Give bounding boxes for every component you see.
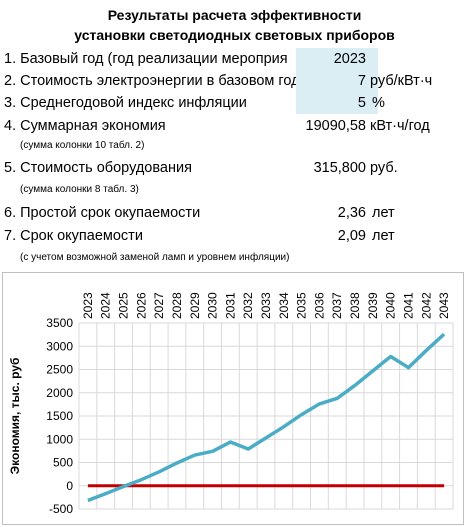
inflation-unit: % [372, 95, 385, 111]
row-label: 2. Стоимость электроэнергии в базовом го… [4, 73, 296, 89]
page-title-line1: Результаты расчета эффективности [107, 7, 362, 23]
x-tick-label: 2039 [366, 292, 380, 319]
row-total-savings: 4. Суммарная экономия 19090,58 кВт·ч/год [0, 115, 469, 137]
x-tick-label: 2038 [348, 292, 362, 319]
chart-series [87, 332, 446, 503]
x-tick-label: 2040 [384, 292, 398, 319]
x-tick-label: 2033 [259, 292, 273, 319]
x-tick-label: 2035 [295, 292, 309, 319]
y-tick-label: 3000 [46, 339, 73, 353]
row-payback: 7. Срок окупаемости 2,09 лет [0, 225, 469, 247]
y-axis-ticks: -500 0 500 1000 1500 2000 2500 3000 3500 [46, 316, 73, 516]
x-tick-label: 2030 [206, 292, 220, 319]
inflation-value[interactable]: 5 [357, 95, 366, 111]
savings-chart[interactable]: -500 0 500 1000 1500 2000 2500 3000 3500 2023 202… [2, 272, 464, 525]
payback-unit: лет [372, 228, 395, 244]
chart-gridlines [78, 322, 454, 510]
x-tick-label: 2031 [223, 292, 237, 319]
simple-payback-value: 2,36 [337, 205, 366, 221]
note-savings-source: (сумма колонки 10 табл. 2) [20, 140, 145, 151]
note-payback-conditions: (с учетом возможной заменой ламп и уровн… [20, 252, 290, 263]
row-label: 7. Срок окупаемости [4, 228, 143, 244]
x-tick-label: 2041 [401, 292, 415, 319]
payback-value: 2,09 [337, 228, 366, 244]
y-tick-label: 3500 [46, 316, 73, 330]
total-savings-unit: кВт·ч/год [370, 118, 430, 134]
y-tick-label: -500 [49, 502, 73, 516]
x-tick-label: 2036 [312, 292, 326, 319]
equipment-cost-value: 315,800 [313, 160, 366, 176]
y-tick-label: 500 [53, 456, 73, 470]
row-energy-cost: 2. Стоимость электроэнергии в базовом го… [0, 70, 469, 92]
equipment-cost-unit: руб. [370, 160, 398, 176]
page-title-line2: установки светодиодных световых приборов [74, 27, 395, 43]
row-base-year: 1. Базовый год (год реализации мероприя … [0, 48, 469, 70]
x-tick-label: 2037 [330, 292, 344, 319]
series-savings-line [87, 332, 446, 503]
x-tick-label: 2023 [81, 292, 95, 319]
y-axis-title: Экономия, тыс. руб [8, 358, 22, 475]
input-cell-energy-cost[interactable] [296, 70, 378, 92]
base-year-value[interactable]: 2023 [333, 51, 366, 67]
input-cell-inflation[interactable] [296, 92, 378, 114]
row-simple-payback: 6. Простой срок окупаемости 2,36 лет [0, 202, 469, 224]
x-tick-label: 2043 [437, 292, 451, 319]
row-label: 6. Простой срок окупаемости [4, 205, 201, 221]
x-tick-label: 2029 [188, 292, 202, 319]
row-equipment-cost: 5. Стоимость оборудования 315,800 руб. [0, 157, 469, 179]
row-label: 1. Базовый год (год реализации мероприя [4, 51, 288, 67]
x-axis-ticks: 2023 2024 2025 2026 2027 2028 2029 2030 2031 2032… [81, 292, 451, 319]
simple-payback-unit: лет [372, 205, 395, 221]
row-label: 4. Суммарная экономия [4, 118, 166, 134]
x-tick-label: 2032 [241, 292, 255, 319]
total-savings-value: 19090,58 [305, 118, 366, 134]
y-tick-label: 2500 [46, 363, 73, 377]
note-equipment-source: (сумма колонки 8 табл. 3) [20, 184, 139, 195]
y-tick-label: 1000 [46, 432, 73, 446]
x-tick-label: 2027 [152, 292, 166, 319]
energy-cost-unit: руб/кВт·ч [370, 73, 433, 89]
x-tick-label: 2034 [277, 292, 291, 319]
row-inflation-index: 3. Среднегодовой индекс инфляции 5 % [0, 92, 469, 114]
row-label: 5. Стоимость оборудования [4, 160, 192, 176]
x-tick-label: 2024 [99, 292, 113, 319]
x-tick-label: 2042 [419, 292, 433, 319]
row-label: 3. Среднегодовой индекс инфляции [4, 95, 247, 111]
energy-cost-value[interactable]: 7 [357, 73, 366, 89]
y-tick-label: 2000 [46, 386, 73, 400]
y-tick-label: 0 [66, 479, 73, 493]
x-tick-label: 2028 [170, 292, 184, 319]
y-tick-label: 1500 [46, 409, 73, 423]
x-tick-label: 2026 [134, 292, 148, 319]
x-tick-label: 2025 [117, 292, 131, 319]
input-cell-base-year[interactable] [296, 48, 378, 70]
